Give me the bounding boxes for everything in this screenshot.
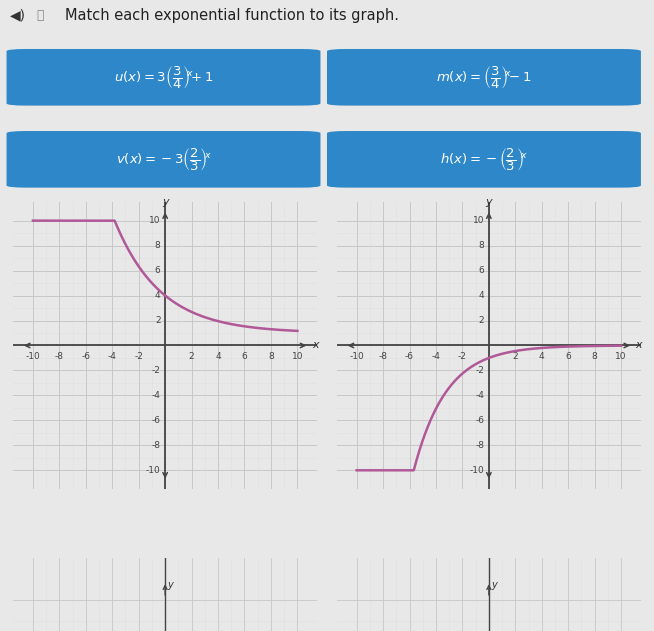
Text: 2: 2 (479, 316, 484, 325)
Text: 6: 6 (241, 351, 247, 361)
Text: $u(x) = 3\left(\dfrac{3}{4}\right)^{\!\!x}\!\! + 1$: $u(x) = 3\left(\dfrac{3}{4}\right)^{\!\!… (114, 64, 213, 91)
Text: -4: -4 (432, 351, 440, 361)
Text: -2: -2 (134, 351, 143, 361)
FancyBboxPatch shape (327, 49, 641, 105)
Text: 6: 6 (479, 266, 484, 275)
Text: 🔡: 🔡 (36, 9, 43, 22)
Text: -8: -8 (475, 441, 484, 450)
Text: 4: 4 (539, 351, 545, 361)
Text: -6: -6 (475, 416, 484, 425)
Text: -10: -10 (26, 351, 41, 361)
Text: -8: -8 (152, 441, 160, 450)
Text: 2: 2 (513, 351, 518, 361)
Text: 4: 4 (479, 291, 484, 300)
Text: 8: 8 (155, 241, 160, 250)
Text: -2: -2 (458, 351, 467, 361)
Text: 4: 4 (215, 351, 221, 361)
Text: -2: -2 (152, 366, 160, 375)
Text: ◀): ◀) (10, 9, 26, 23)
Text: -6: -6 (152, 416, 160, 425)
Text: -2: -2 (475, 366, 484, 375)
Text: -10: -10 (470, 466, 484, 475)
Text: 6: 6 (565, 351, 571, 361)
Text: 8: 8 (479, 241, 484, 250)
Text: $v(x) = -3\left(\dfrac{2}{3}\right)^{\!\!x}$: $v(x) = -3\left(\dfrac{2}{3}\right)^{\!\… (116, 146, 211, 173)
FancyBboxPatch shape (7, 131, 320, 187)
Text: x: x (312, 341, 318, 350)
Text: 10: 10 (473, 216, 484, 225)
Text: -4: -4 (152, 391, 160, 400)
Text: 10: 10 (149, 216, 160, 225)
Text: -10: -10 (146, 466, 160, 475)
Text: 2: 2 (155, 316, 160, 325)
Text: 10: 10 (615, 351, 627, 361)
Text: -10: -10 (349, 351, 364, 361)
Text: y: y (491, 579, 497, 589)
Text: $h(x) = -\left(\dfrac{2}{3}\right)^{\!\!x}$: $h(x) = -\left(\dfrac{2}{3}\right)^{\!\!… (440, 146, 528, 173)
Text: y: y (485, 197, 492, 207)
FancyBboxPatch shape (7, 49, 320, 105)
Text: 8: 8 (592, 351, 598, 361)
Text: 6: 6 (155, 266, 160, 275)
Text: 4: 4 (155, 291, 160, 300)
FancyBboxPatch shape (327, 131, 641, 187)
Text: -6: -6 (81, 351, 90, 361)
Text: y: y (167, 579, 173, 589)
Text: x: x (636, 341, 642, 350)
Text: $m(x) = \left(\dfrac{3}{4}\right)^{\!\!x}\!\! - 1$: $m(x) = \left(\dfrac{3}{4}\right)^{\!\!x… (436, 64, 532, 91)
Text: 2: 2 (189, 351, 194, 361)
Text: -6: -6 (405, 351, 414, 361)
Text: -4: -4 (475, 391, 484, 400)
Text: 10: 10 (292, 351, 303, 361)
Text: -8: -8 (55, 351, 64, 361)
Text: y: y (162, 197, 169, 207)
Text: Match each exponential function to its graph.: Match each exponential function to its g… (65, 8, 400, 23)
Text: 8: 8 (268, 351, 274, 361)
Text: -8: -8 (379, 351, 388, 361)
Text: -4: -4 (108, 351, 116, 361)
